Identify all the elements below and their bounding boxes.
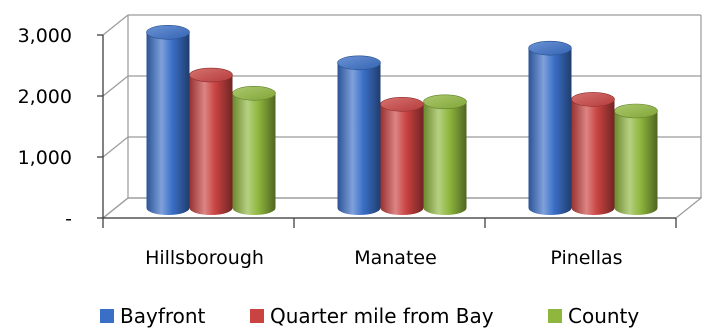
bars (146, 25, 658, 216)
bar-hillsborough-quarter-mile-from-bay (189, 67, 233, 216)
bar-top (189, 67, 233, 83)
bar-pinellas-bayfront (528, 40, 572, 216)
bar-manatee-bayfront (337, 55, 381, 215)
legend: Bayfront Quarter mile from Bay County (100, 304, 639, 328)
bar-top (337, 55, 381, 71)
bar-body (337, 62, 381, 215)
bar-top (528, 40, 572, 56)
bar-body (189, 75, 233, 216)
bar-hillsborough-bayfront (146, 25, 190, 215)
y-tick-label: 1,000 (18, 147, 72, 169)
bar-body (380, 104, 424, 215)
legend-item: County (548, 304, 639, 328)
bar-pinellas-county (614, 103, 658, 215)
bar-hillsborough-county (232, 86, 276, 215)
gridline-side (102, 75, 129, 97)
bar-body (423, 101, 467, 215)
bar-manatee-quarter-mile-from-bay (380, 97, 424, 215)
bar-body (146, 32, 190, 215)
gridline-side (102, 197, 129, 219)
bar-top (380, 97, 424, 112)
legend-item: Bayfront (100, 304, 206, 328)
bar-top (423, 94, 467, 110)
bar-top (232, 86, 276, 101)
bar-body (614, 111, 658, 215)
legend-swatch (548, 309, 562, 323)
bar-top (571, 92, 615, 107)
y-tick-labels: - 1,000 2,000 3,000 (18, 25, 72, 230)
category-label: Pinellas (550, 247, 622, 269)
bar-manatee-county (423, 94, 467, 215)
category-labels: Hillsborough Manatee Pinellas (145, 247, 623, 269)
bar-body (571, 99, 615, 215)
legend-swatch (100, 309, 114, 323)
y-tick-label: 2,000 (18, 86, 72, 108)
bar-top (146, 25, 190, 40)
bar-body (232, 93, 276, 215)
legend-item: Quarter mile from Bay (250, 304, 494, 328)
y-tick-label: - (65, 208, 72, 230)
legend-label: Quarter mile from Bay (270, 304, 494, 328)
legend-label: County (568, 304, 639, 328)
bar-pinellas-quarter-mile-from-bay (571, 92, 615, 215)
legend-label: Bayfront (120, 304, 206, 328)
legend-swatch (250, 309, 264, 323)
gridline-side (102, 14, 129, 36)
chart-axes (97, 34, 677, 228)
gridline-side (102, 136, 129, 158)
category-label: Hillsborough (145, 247, 264, 269)
bar-top (614, 103, 658, 119)
category-label: Manatee (354, 247, 437, 269)
bar-body (528, 48, 572, 216)
y-tick-label: 3,000 (18, 25, 72, 47)
